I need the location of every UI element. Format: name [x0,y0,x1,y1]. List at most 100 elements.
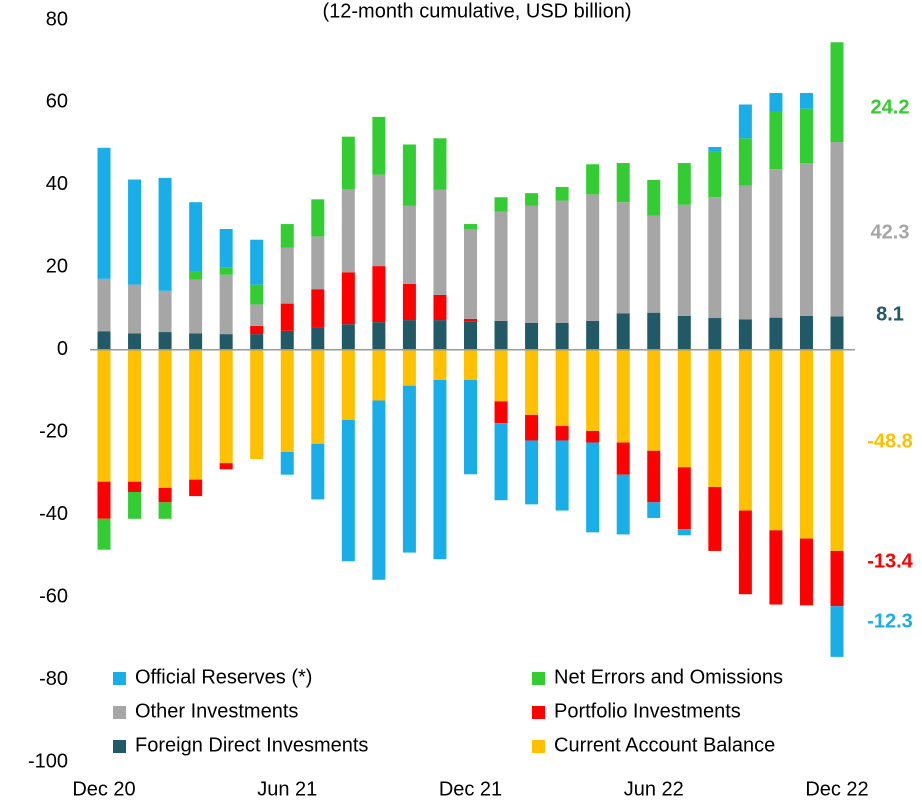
bar-segment [464,318,477,322]
bar-segment [128,349,142,482]
bar-segment [799,108,813,164]
bar-segment [189,279,203,334]
bar-segment [464,229,477,319]
bar-segment [616,202,630,314]
bar-segment [402,349,416,386]
bar-segment [219,334,233,350]
bar-segment [677,315,691,350]
bar-segment [799,538,813,606]
bar-segment [219,349,233,464]
bar-segment [250,304,264,326]
bar-segment [830,42,844,143]
bar-segment [738,185,752,320]
bar-segment [708,197,722,319]
bar-segment [433,320,447,350]
bar-segment [799,163,813,316]
bar-segment [647,312,661,350]
bar-segment [738,319,752,350]
end-value-label: 42.3 [871,221,910,243]
x-tick-label: Dec 21 [439,778,502,800]
bar-segment [555,349,569,427]
bar-segment [708,349,722,488]
bar-segment [677,349,691,468]
bar-segment [128,333,142,350]
bar-segment [494,197,508,212]
bar-segment [799,349,813,539]
bar-segment [525,193,539,206]
bar-segment [647,215,661,313]
bar-segment [189,479,203,497]
bar-segment [402,283,416,321]
bar-segment [189,271,203,280]
bar-segment [158,487,172,503]
bar-segment [128,179,142,285]
bar-segment [97,349,111,482]
bar-segment [189,202,203,272]
x-tick-label: Jun 22 [624,778,684,800]
bar-segment [830,349,844,551]
y-tick-label: -40 [39,503,68,525]
bar-segment [708,151,722,198]
bar-segment [830,550,844,607]
bar-segment [311,289,325,328]
end-value-label: -13.4 [867,550,913,572]
bar-segment [311,199,325,237]
bar-segment [372,266,386,323]
bar-segment [586,164,600,195]
bar-segment [616,474,630,535]
bar-segment [97,481,111,519]
y-tick-label: -20 [39,421,68,443]
bar-segment [525,349,539,415]
y-tick-label: 20 [46,256,68,278]
y-tick-label: 40 [46,173,68,195]
bar-segment [97,147,111,279]
bar-segment [586,194,600,321]
bar-segment [647,502,661,518]
y-tick-label: 0 [57,338,68,360]
bar-segment [799,92,813,109]
bar-segment [250,325,264,335]
bar-segment [372,349,386,401]
bar-segment [311,236,325,290]
bar-segment [341,419,355,562]
bar-segment [738,138,752,186]
bar-segment [402,205,416,284]
bar-segment [128,491,142,519]
bar-segment [769,317,783,350]
bar-segment [280,330,294,350]
bar-segment [128,481,142,492]
bar-segment [341,272,355,325]
bar-segment [433,294,447,321]
bar-segment [189,349,203,480]
legend-swatch [113,740,126,753]
bar-segment [219,267,233,275]
bar-segment [189,333,203,350]
legend-swatch [113,672,126,685]
bar-segment [250,239,264,285]
bar-segment [677,163,691,205]
bar-segment [97,518,111,550]
bar-segment [769,349,783,531]
bar-segment [250,284,264,305]
bar-segment [158,290,172,333]
legend-swatch [532,672,545,685]
bar-segment [555,200,569,323]
legend-label: Official Reserves (*) [135,666,312,688]
bar-segment [341,349,355,420]
bar-segment [555,186,569,201]
bar-segment [555,440,569,511]
bar-segment [494,211,508,321]
bar-segment [769,169,783,318]
bar-segment [372,322,386,350]
bar-segment [616,163,630,203]
bar-segment [219,228,233,268]
legend-label: Portfolio Investments [554,700,741,722]
bar-segment [280,452,294,475]
bar-segment [464,349,477,380]
bar-segment [97,278,111,332]
bar-segment [586,320,600,350]
bar-segment [525,205,539,323]
bar-segment [158,502,172,519]
bar-segment [494,320,508,350]
bar-segment [616,442,630,475]
